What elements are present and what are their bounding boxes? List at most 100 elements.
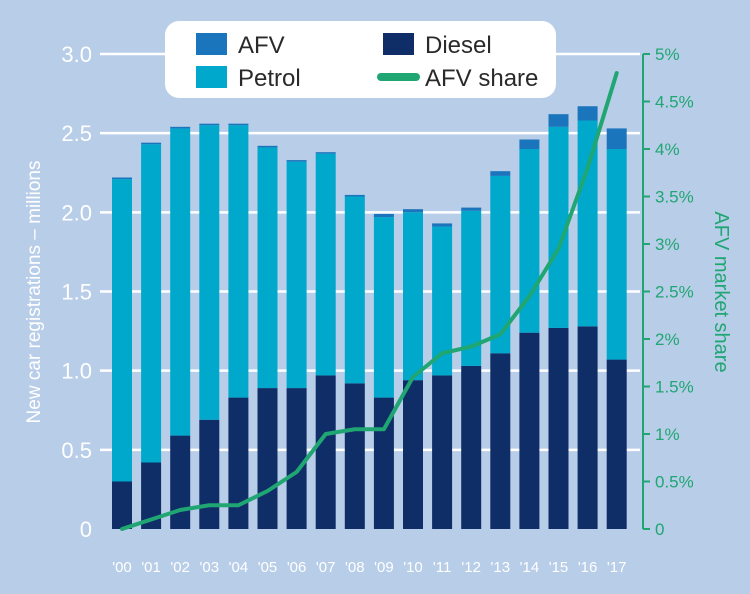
bar-diesel xyxy=(490,353,511,529)
bar-petrol xyxy=(606,149,627,360)
legend-label: Petrol xyxy=(238,65,301,92)
bar-afv xyxy=(199,123,220,126)
x-tick-label: '00 xyxy=(112,559,132,576)
x-tick-label: '10 xyxy=(403,559,423,576)
bar-diesel xyxy=(344,383,365,529)
y2-tick-label: 0.5% xyxy=(655,473,694,492)
y2-tick-label: 3.5% xyxy=(655,188,694,207)
y-tick-label: 2.0 xyxy=(61,200,92,225)
bar-diesel xyxy=(286,388,307,529)
y2-axis-title: AFV market share xyxy=(710,211,732,372)
bar-afv xyxy=(519,139,540,149)
bar-diesel xyxy=(606,359,627,529)
x-tick-label: '03 xyxy=(200,559,220,576)
bar-diesel xyxy=(519,332,540,529)
bar-petrol xyxy=(490,175,511,354)
bar-diesel xyxy=(257,388,278,529)
bar-afv xyxy=(315,152,336,154)
y-axis-title: New car registrations – millions xyxy=(24,161,45,424)
bar-afv xyxy=(461,207,482,211)
x-tick-label: '05 xyxy=(258,559,278,576)
y-tick-label: 1.0 xyxy=(61,359,92,384)
bar-petrol xyxy=(170,128,191,436)
x-tick-label: '17 xyxy=(607,559,627,576)
legend-label: AFV share xyxy=(425,65,538,92)
bar-afv xyxy=(228,123,249,126)
x-tick-label: '14 xyxy=(520,559,540,576)
y2-tick-label: 4.5% xyxy=(655,93,694,112)
y2-tick-label: 1.5% xyxy=(655,378,694,397)
bar-afv xyxy=(257,145,278,148)
x-tick-label: '15 xyxy=(549,559,569,576)
y-tick-label: 2.5 xyxy=(61,121,92,146)
bar-petrol xyxy=(228,125,249,398)
bar-petrol xyxy=(577,120,598,327)
bar-afv xyxy=(403,209,423,213)
bar-diesel xyxy=(548,327,569,529)
legend-label: AFV xyxy=(238,32,285,59)
line-afv-share xyxy=(120,71,619,531)
y2-tick-label: 3% xyxy=(655,235,680,254)
legend-label: Diesel xyxy=(425,32,492,59)
bar-afv xyxy=(344,194,365,197)
bar-afv xyxy=(577,106,598,121)
bar-petrol xyxy=(141,144,162,463)
bar-petrol xyxy=(548,126,569,328)
x-tick-label: '08 xyxy=(345,559,365,576)
bar-petrol xyxy=(373,217,394,398)
y2-tick-label: 1% xyxy=(655,425,680,444)
bar-diesel xyxy=(315,375,336,529)
bar-afv xyxy=(490,171,511,176)
bar-diesel xyxy=(577,326,598,529)
bar-diesel xyxy=(432,375,453,529)
bar-afv xyxy=(548,114,569,127)
bar-diesel xyxy=(461,365,482,529)
y2-tick-label: 0 xyxy=(655,520,664,539)
legend-swatch-diesel xyxy=(383,33,414,55)
bar-afv xyxy=(141,142,162,145)
bar-afv xyxy=(373,213,394,218)
y-tick-label: 0 xyxy=(80,517,92,542)
x-tick-label: '01 xyxy=(141,559,161,576)
bar-petrol xyxy=(199,125,220,420)
y2-tick-label: 4% xyxy=(655,140,680,159)
y2-tick-label: 2.5% xyxy=(655,283,694,302)
x-tick-label: '16 xyxy=(578,559,598,576)
bar-petrol xyxy=(286,161,307,389)
bar-diesel xyxy=(141,462,162,529)
y-tick-label: 3.0 xyxy=(61,42,92,67)
bar-afv xyxy=(606,128,627,149)
x-tick-label: '12 xyxy=(461,559,481,576)
bar-petrol xyxy=(112,179,132,482)
bar-petrol xyxy=(403,212,423,381)
legend-box xyxy=(165,21,556,98)
bar-diesel xyxy=(403,380,423,529)
x-tick-label: '07 xyxy=(316,559,336,576)
bar-diesel xyxy=(228,397,249,529)
legend-swatch-petrol xyxy=(196,66,227,88)
y-tick-label: 1.5 xyxy=(61,280,92,305)
y2-tick-label: 5% xyxy=(655,45,680,64)
legend-swatch-afv xyxy=(196,33,227,55)
x-tick-label: '04 xyxy=(229,559,249,576)
x-tick-label: '09 xyxy=(374,559,394,576)
x-tick-label: '06 xyxy=(287,559,307,576)
bar-afv xyxy=(170,126,191,129)
bar-diesel xyxy=(112,481,132,529)
x-tick-label: '02 xyxy=(170,559,190,576)
bar-afv xyxy=(112,177,132,180)
y-tick-label: 0.5 xyxy=(61,438,92,463)
bar-afv xyxy=(286,160,307,162)
bar-diesel xyxy=(199,419,220,529)
bar-afv xyxy=(432,223,453,227)
bar-petrol xyxy=(461,210,482,366)
y2-tick-label: 2% xyxy=(655,330,680,349)
bar-diesel xyxy=(170,435,191,529)
bar-petrol xyxy=(432,226,453,376)
x-tick-label: '13 xyxy=(491,559,511,576)
bar-petrol xyxy=(315,153,336,376)
bar-petrol xyxy=(257,147,278,389)
bar-petrol xyxy=(344,196,365,384)
